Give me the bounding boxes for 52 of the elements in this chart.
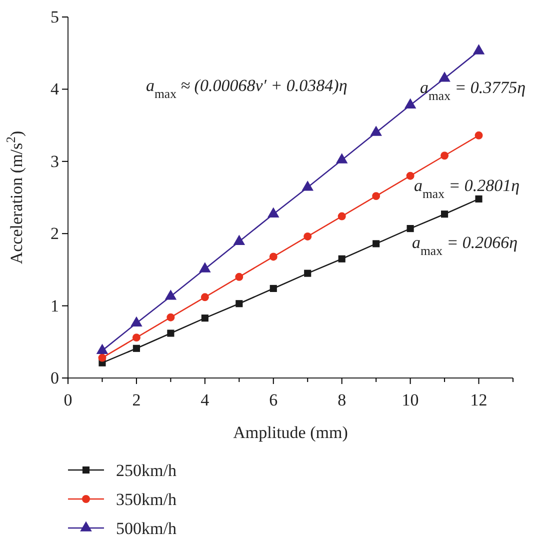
point bbox=[372, 240, 380, 248]
point bbox=[406, 172, 414, 180]
legend-label: 250km/h bbox=[116, 461, 177, 480]
point bbox=[270, 284, 277, 292]
point bbox=[201, 314, 208, 322]
point bbox=[269, 252, 278, 261]
point bbox=[438, 72, 450, 82]
point bbox=[166, 313, 175, 322]
x-axis-title: Amplitude (mm) bbox=[233, 423, 348, 442]
y-tick-label: 3 bbox=[50, 152, 59, 171]
point bbox=[304, 232, 312, 240]
y-tick-label: 2 bbox=[50, 224, 59, 244]
point bbox=[233, 234, 246, 245]
point bbox=[406, 225, 414, 232]
x-tick-label: 4 bbox=[200, 390, 210, 410]
x-tick-label: 8 bbox=[338, 390, 346, 410]
point bbox=[338, 255, 346, 262]
y-tick-label: 4 bbox=[50, 80, 60, 99]
annotation: a$_{max}$ = 0.2801η bbox=[414, 176, 520, 201]
y-tick-label: 5 bbox=[50, 7, 59, 26]
point bbox=[338, 212, 346, 220]
point bbox=[304, 270, 312, 277]
point bbox=[475, 195, 482, 202]
point bbox=[236, 300, 243, 308]
annotation: a$_{max}$ = 0.3775η bbox=[420, 78, 526, 103]
annotation: a$_{max}$ = 0.2066η bbox=[412, 233, 518, 258]
legend-label: 500km/h bbox=[116, 519, 177, 536]
legend-label: 350km/h bbox=[116, 490, 177, 509]
point bbox=[440, 152, 449, 160]
point bbox=[302, 180, 314, 191]
point bbox=[441, 210, 448, 218]
x-tick-label: 10 bbox=[402, 390, 419, 410]
x-tick-label: 0 bbox=[64, 390, 72, 410]
point bbox=[98, 354, 106, 362]
point bbox=[404, 98, 416, 108]
y-tick-label: 0 bbox=[50, 368, 59, 388]
point bbox=[474, 131, 483, 140]
point bbox=[167, 330, 174, 337]
y-tick-label: 1 bbox=[50, 296, 59, 316]
x-tick-label: 6 bbox=[269, 390, 278, 410]
point bbox=[370, 126, 382, 136]
x-tick-label: 12 bbox=[470, 390, 488, 410]
point bbox=[472, 44, 485, 54]
x-tick-label: 2 bbox=[132, 390, 141, 410]
point bbox=[336, 153, 348, 164]
point bbox=[268, 207, 280, 218]
annotation: a$_{max}$ ≈ (0.00068v′ + 0.0384)η bbox=[146, 76, 348, 101]
point bbox=[235, 272, 244, 281]
point bbox=[132, 334, 140, 342]
point bbox=[200, 293, 209, 302]
point bbox=[372, 192, 380, 200]
point bbox=[132, 344, 140, 352]
